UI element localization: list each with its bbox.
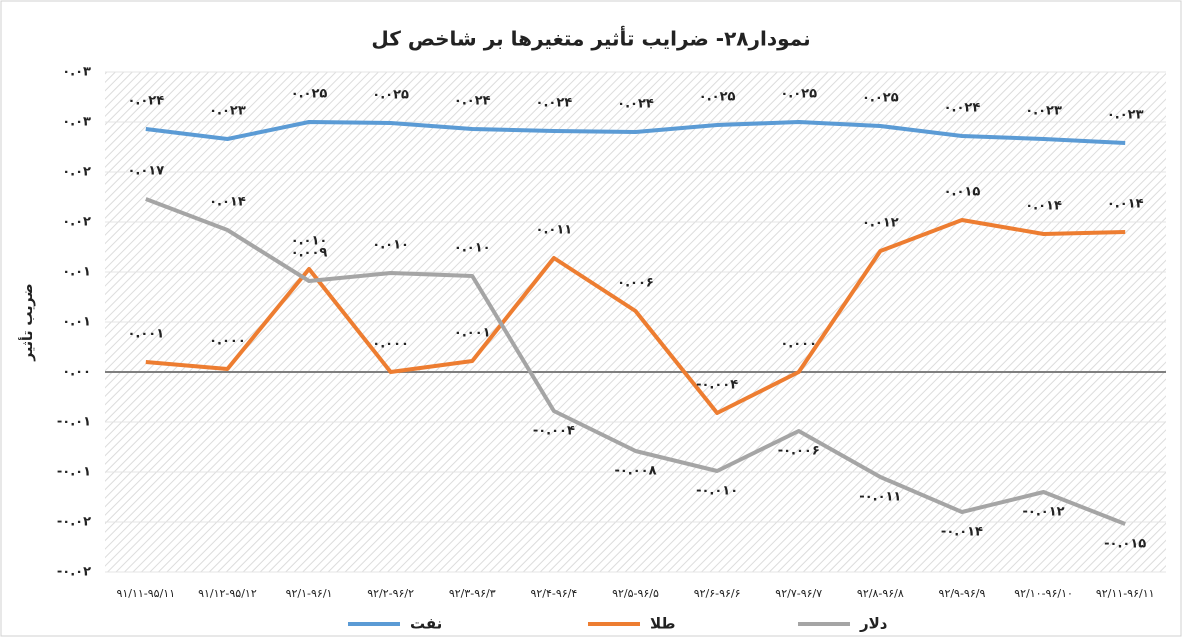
data-label: -۰.۰۰۶ xyxy=(778,444,820,459)
data-label: -۰.۰۱۱ xyxy=(859,490,901,505)
data-label: ۰.۰۰۰ xyxy=(209,334,246,349)
y-tick-label: -۰.۰۱ xyxy=(57,415,91,430)
y-tick-label: -۰.۰۲ xyxy=(57,565,91,580)
data-label: ۰.۰۰۹ xyxy=(291,246,328,261)
data-label: ۰.۰۲۳ xyxy=(209,104,246,119)
data-label: ۰.۰۱۰ xyxy=(454,241,491,256)
y-axis-title: ضریب تأثیر xyxy=(18,283,36,361)
data-label: -۰.۰۱۰ xyxy=(696,484,738,499)
y-tick-label: ۰.۰۳ xyxy=(62,65,91,80)
x-tick-label: ۹۲/۹-۹۶/۹ xyxy=(939,587,986,600)
data-label: ۰.۰۲۴ xyxy=(536,96,573,111)
x-tick-label: ۹۲/۶-۹۶/۶ xyxy=(694,587,741,600)
x-tick-label: ۹۲/۵-۹۶/۵ xyxy=(612,587,659,600)
data-label: ۰.۰۲۳ xyxy=(1025,104,1062,119)
legend-label: دلار xyxy=(859,615,888,633)
y-tick-label: ۰.۰۱ xyxy=(62,265,91,280)
data-label: ۰.۰۱۰ xyxy=(372,238,409,253)
legend-label: نفت xyxy=(410,615,442,633)
data-label: ۰.۰۲۴ xyxy=(617,97,654,112)
data-label: -۰.۰۱۲ xyxy=(1023,505,1065,520)
data-label: ۰.۰۲۳ xyxy=(1107,108,1144,123)
x-tick-label: ۹۲/۱۱-۹۶/۱۱ xyxy=(1096,587,1155,600)
data-label: ۰.۰۱۷ xyxy=(127,164,164,179)
data-label: ۰.۰۱۱ xyxy=(536,223,573,238)
data-label: ۰.۰۲۵ xyxy=(780,87,817,102)
data-label: ۰.۰۱۴ xyxy=(209,195,246,210)
data-label: ۰.۰۱۵ xyxy=(944,185,981,200)
data-label: ۰.۰۲۵ xyxy=(862,91,899,106)
y-tick-label: ۰.۰۲ xyxy=(62,215,91,230)
x-tick-label: ۹۲/۸-۹۶/۸ xyxy=(857,587,904,600)
data-label: ۰.۰۰۶ xyxy=(617,276,654,291)
data-label: ۰.۰۰۰ xyxy=(372,337,409,352)
data-label: ۰.۰۲۵ xyxy=(699,90,736,105)
x-tick-label: ۹۲/۱۰-۹۶/۱۰ xyxy=(1014,587,1073,600)
data-label: ۰.۰۰۱ xyxy=(454,326,491,341)
y-tick-label: -۰.۰۲ xyxy=(57,515,91,530)
x-tick-label: ۹۲/۷-۹۶/۷ xyxy=(775,587,822,600)
data-label: ۰.۰۱۴ xyxy=(1025,199,1062,214)
data-label: ۰.۰۲۴ xyxy=(944,101,981,116)
data-label: ۰.۰۱۲ xyxy=(862,216,899,231)
legend-label: طلا xyxy=(650,615,676,633)
data-label: ۰.۰۰۱ xyxy=(127,327,164,342)
data-label: ۰.۰۲۵ xyxy=(372,88,409,103)
data-label: ۰.۰۰۰ xyxy=(780,337,817,352)
data-label: -۰.۰۱۵ xyxy=(1104,537,1146,552)
y-tick-label: -۰.۰۱ xyxy=(57,465,91,480)
x-tick-label: ۹۱/۱۱-۹۵/۱۱ xyxy=(116,587,175,600)
data-label: -۰.۰۰۸ xyxy=(614,464,656,479)
x-tick-label: ۹۲/۲-۹۶/۲ xyxy=(367,587,414,600)
y-tick-label: ۰.۰۱ xyxy=(62,315,91,330)
x-tick-label: ۹۲/۳-۹۶/۳ xyxy=(449,587,496,600)
data-label: -۰.۰۰۴ xyxy=(696,378,738,393)
y-tick-label: ۰.۰۲ xyxy=(62,165,91,180)
data-label: ۰.۰۱۴ xyxy=(1107,197,1144,212)
x-tick-label: ۹۱/۱۲-۹۵/۱۲ xyxy=(198,587,257,600)
series-line xyxy=(145,197,1126,526)
data-label: -۰.۰۱۴ xyxy=(941,525,983,540)
data-label: ۰.۰۲۴ xyxy=(127,94,164,109)
data-label: -۰.۰۰۴ xyxy=(533,424,575,439)
y-tick-label: ۰.۰۳ xyxy=(62,115,91,130)
data-label: ۰.۰۱۰ xyxy=(291,234,328,249)
data-label: ۰.۰۲۵ xyxy=(291,87,328,102)
x-tick-label: ۹۲/۱-۹۶/۱ xyxy=(286,587,333,600)
x-tick-label: ۹۲/۴-۹۶/۴ xyxy=(530,587,577,600)
series-line xyxy=(145,120,1126,145)
data-label: ۰.۰۲۴ xyxy=(454,94,491,109)
y-tick-label: ۰.۰۰ xyxy=(62,365,91,380)
series-line xyxy=(145,218,1126,415)
chart-title: نمودار۲۸- ضرایب تأثیر متغیرها بر شاخص کل xyxy=(371,25,810,51)
